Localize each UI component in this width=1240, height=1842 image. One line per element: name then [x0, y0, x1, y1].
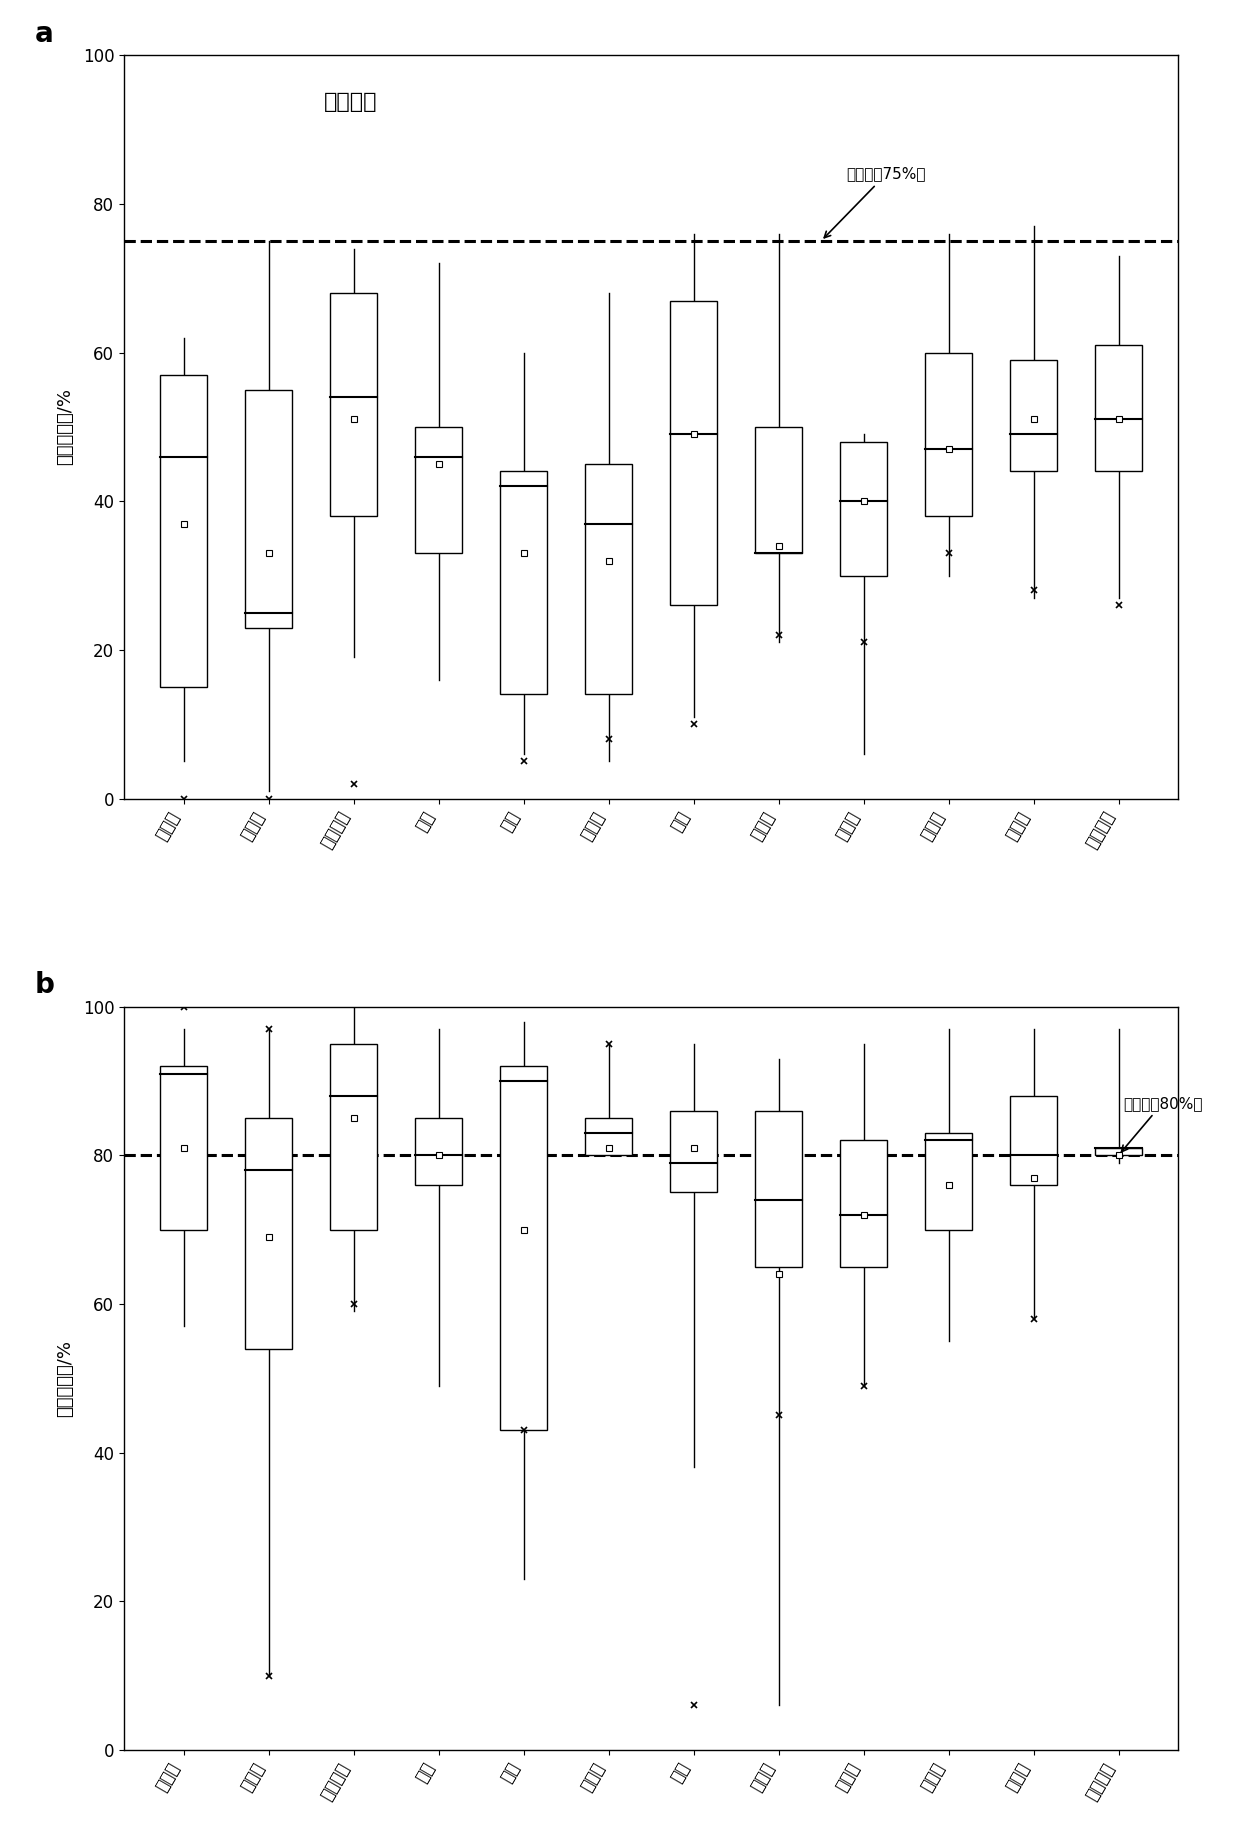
Y-axis label: 总磷去除率/%: 总磷去除率/%: [56, 1339, 74, 1416]
Bar: [755, 427, 802, 553]
Bar: [585, 464, 632, 694]
Text: 连续运行: 连续运行: [325, 92, 378, 112]
Bar: [1095, 344, 1142, 472]
Bar: [841, 442, 887, 575]
Bar: [500, 1067, 547, 1429]
Bar: [1011, 359, 1056, 472]
Bar: [160, 1067, 207, 1230]
Text: a: a: [35, 20, 53, 48]
Bar: [330, 293, 377, 516]
Bar: [160, 376, 207, 687]
Bar: [246, 1118, 291, 1348]
Bar: [670, 1111, 717, 1192]
Bar: [585, 1118, 632, 1155]
Bar: [415, 427, 461, 553]
Bar: [925, 352, 972, 516]
Text: b: b: [35, 971, 55, 998]
Bar: [841, 1140, 887, 1267]
Bar: [670, 300, 717, 606]
Bar: [330, 1044, 377, 1230]
Bar: [925, 1133, 972, 1230]
Bar: [1011, 1096, 1056, 1184]
Y-axis label: 氨氮去除率/%: 氨氮去除率/%: [56, 389, 74, 466]
Text: 达标线（80%）: 达标线（80%）: [1121, 1096, 1203, 1151]
Bar: [1095, 1148, 1142, 1155]
Bar: [500, 472, 547, 694]
Bar: [246, 391, 291, 628]
Bar: [755, 1111, 802, 1267]
Text: 达标线（75%）: 达标线（75%）: [825, 166, 926, 238]
Bar: [415, 1118, 461, 1184]
